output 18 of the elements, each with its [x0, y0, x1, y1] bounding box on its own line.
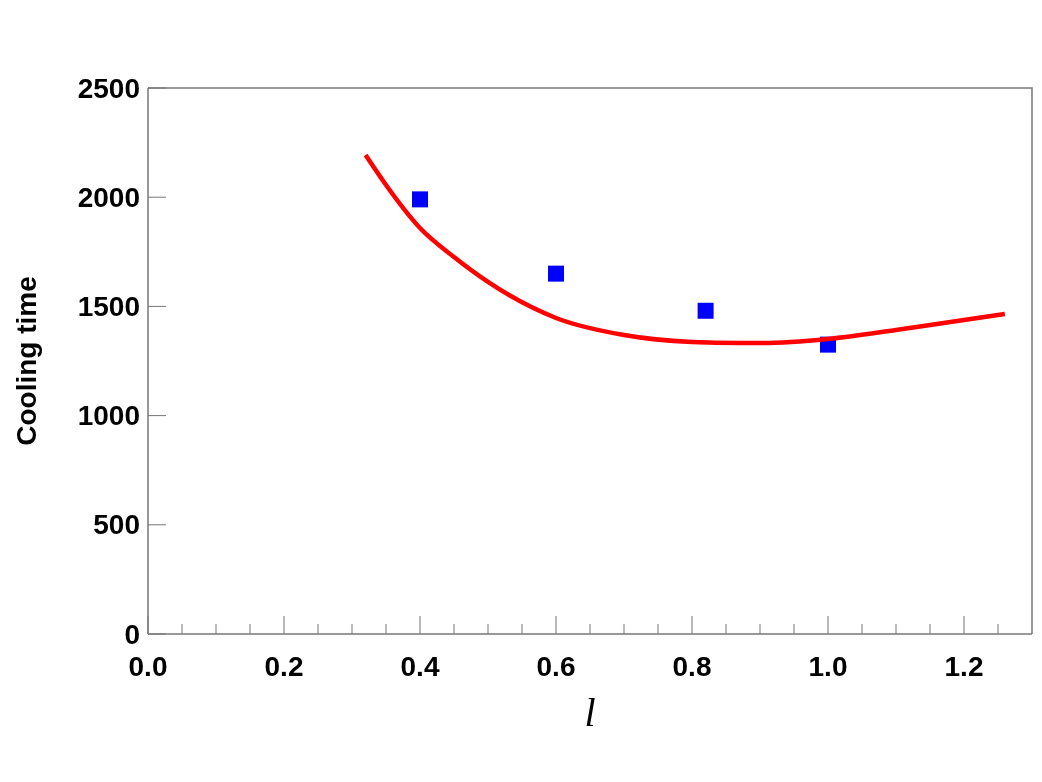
x-tick-label: 0.8 — [672, 651, 712, 682]
x-tick-label: 0.2 — [264, 651, 304, 682]
y-tick-label: 2000 — [77, 181, 140, 213]
point — [548, 265, 564, 282]
point — [412, 191, 428, 208]
x-tick-label: 0.4 — [400, 651, 440, 682]
y-tick-label: 500 — [93, 509, 140, 541]
x-tick-label: 1.0 — [808, 651, 848, 682]
x-axis-title: l — [584, 690, 596, 735]
x-tick-label: 0.6 — [536, 651, 576, 682]
point — [697, 302, 714, 319]
y-tick-label: 0 — [124, 618, 140, 650]
y-tick-label: 1500 — [77, 290, 140, 322]
x-tick-label: 0.0 — [128, 651, 168, 682]
y-tick-label: 2500 — [77, 72, 140, 104]
y-tick-label: 1000 — [77, 400, 140, 432]
x-tick-label: 1.2 — [944, 651, 984, 682]
y-axis-title: Cooling time — [11, 276, 42, 446]
